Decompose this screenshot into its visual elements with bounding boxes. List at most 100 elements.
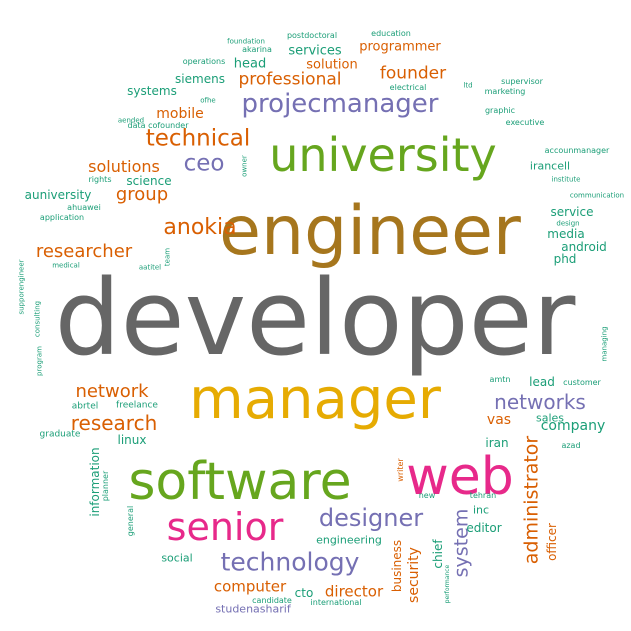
cloud-word-engineer: engineer: [219, 192, 521, 271]
cloud-word-inc: inc: [472, 503, 490, 517]
cloud-word-graphic: graphic: [484, 106, 516, 115]
cloud-word-systems: systems: [127, 84, 177, 98]
cloud-word-accounmanager: accounmanager: [544, 146, 610, 155]
cloud-word-team: team: [163, 247, 172, 267]
cloud-word-electrical: electrical: [389, 83, 427, 92]
cloud-word-research: research: [70, 411, 158, 435]
cloud-word-head: head: [233, 56, 267, 72]
cloud-word-founder: founder: [379, 63, 447, 84]
cloud-word-anokia: anokia: [163, 215, 237, 240]
cloud-word-akarina: akarina: [242, 45, 272, 54]
cloud-word-designer: designer: [318, 504, 424, 532]
cloud-word-design: design: [556, 219, 580, 228]
cloud-word-network: network: [75, 381, 149, 402]
cloud-word-web: web: [406, 447, 514, 507]
cloud-word-sales: sales: [535, 411, 565, 425]
cloud-word-networks: networks: [494, 390, 586, 414]
cloud-word-tehran: tehran: [469, 491, 497, 500]
cloud-word-services: services: [288, 43, 342, 59]
cloud-word-security: security: [406, 547, 422, 603]
cloud-word-owner: owner: [240, 155, 249, 177]
cloud-word-abrtel: abrtel: [71, 401, 99, 412]
cloud-word-company: company: [540, 418, 606, 434]
cloud-word-group: group: [115, 184, 169, 205]
cloud-word-technical: technical: [145, 125, 251, 152]
cloud-word-customer: customer: [563, 378, 601, 387]
cloud-word-technology: technology: [220, 547, 360, 577]
cloud-word-aatitel: aatitel: [138, 263, 162, 272]
cloud-word-linux: linux: [117, 433, 147, 447]
cloud-word-computer: computer: [213, 577, 287, 596]
cloud-word-education: education: [371, 29, 411, 38]
cloud-word-programmer: programmer: [359, 39, 441, 55]
cloud-word-cto: cto: [294, 586, 314, 600]
cloud-word-engineering: engineering: [316, 533, 382, 547]
cloud-word-siemens: siemens: [175, 72, 225, 86]
cloud-word-foundation: foundation: [227, 37, 265, 46]
cloud-word-supervisor: supervisor: [501, 77, 543, 86]
cloud-word-iran: iran: [485, 436, 509, 450]
cloud-word-information: information: [88, 447, 102, 517]
cloud-word-software: software: [128, 452, 352, 512]
cloud-word-science: science: [126, 174, 172, 188]
cloud-word-ahuawei: ahuawei: [67, 203, 101, 212]
cloud-word-senior: senior: [166, 505, 284, 549]
cloud-word-postdoctoral: postdoctoral: [286, 31, 338, 40]
cloud-word-planner: planner: [101, 470, 110, 502]
cloud-word-service: service: [550, 205, 594, 219]
cloud-word-auniversity: auniversity: [24, 188, 92, 202]
cloud-word-projecmanager: projecmanager: [241, 89, 439, 119]
cloud-word-mobile: mobile: [156, 106, 204, 122]
cloud-word-system: system: [450, 508, 473, 578]
cloud-word-studenasharif: studenasharif: [215, 602, 291, 616]
cloud-word-graduate: graduate: [39, 429, 81, 440]
cloud-word-general: general: [126, 505, 135, 537]
cloud-word-medical: medical: [52, 261, 80, 270]
cloud-word-administrator: administrator: [520, 435, 543, 565]
cloud-word-new: new: [418, 491, 436, 500]
cloud-word-ceo: ceo: [183, 150, 225, 177]
cloud-word-consulting: consulting: [33, 300, 42, 338]
cloud-word-data-cofounder: data cofounder: [127, 121, 189, 130]
cloud-word-institute: institute: [551, 175, 581, 184]
cloud-word-solution: solution: [306, 57, 358, 73]
cloud-word-chief: chief: [431, 539, 445, 569]
cloud-word-editor: editor: [466, 521, 502, 535]
cloud-word-aended: aended: [117, 116, 145, 125]
cloud-word-business: business: [390, 539, 404, 593]
cloud-word-android: android: [561, 240, 607, 254]
cloud-word-writer: writer: [396, 458, 405, 482]
cloud-word-developer: developer: [54, 257, 576, 379]
cloud-word-executive: executive: [505, 118, 545, 127]
cloud-word-researcher: researcher: [35, 241, 133, 262]
cloud-word-solutions: solutions: [88, 157, 160, 176]
cloud-word-ofhe: ofhe: [200, 96, 216, 105]
cloud-word-performance: performance: [444, 564, 451, 604]
cloud-word-marketing: marketing: [484, 87, 526, 96]
cloud-word-candidate: candidate: [252, 596, 292, 605]
cloud-word-university: university: [269, 128, 497, 182]
cloud-word-irancell: irancell: [529, 159, 571, 173]
cloud-word-rights: rights: [88, 175, 112, 184]
cloud-word-director: director: [324, 582, 384, 601]
cloud-word-amtn: amtn: [489, 375, 511, 384]
cloud-word-program: program: [35, 346, 44, 376]
cloud-word-supporengineer: supporengineer: [17, 259, 26, 315]
cloud-word-application: application: [39, 213, 85, 222]
cloud-word-media: media: [547, 227, 585, 241]
cloud-word-freelance: freelance: [116, 400, 158, 411]
cloud-word-officer: officer: [545, 523, 559, 561]
cloud-word-azad: azad: [561, 441, 581, 450]
cloud-word-social: social: [161, 551, 193, 565]
cloud-word-communication: communication: [569, 191, 625, 200]
cloud-word-manager: manager: [189, 367, 441, 432]
cloud-word-international: international: [310, 598, 362, 607]
cloud-word-operations: operations: [182, 57, 226, 66]
cloud-word-professional: professional: [238, 69, 342, 90]
cloud-word-vas: vas: [486, 412, 512, 428]
cloud-word-managing: managing: [600, 326, 609, 362]
cloud-word-ltd: ltd: [463, 81, 473, 90]
cloud-word-lead: lead: [529, 375, 555, 389]
cloud-word-phd: phd: [553, 252, 577, 266]
